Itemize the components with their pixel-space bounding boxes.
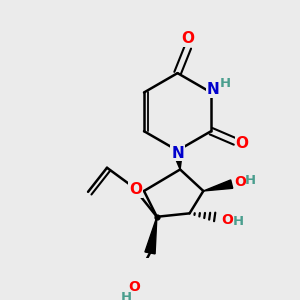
Text: H: H: [233, 215, 244, 228]
Text: N: N: [206, 82, 219, 98]
Text: O: O: [236, 136, 248, 151]
Text: O: O: [129, 280, 140, 294]
Text: H: H: [245, 174, 256, 187]
Text: O: O: [182, 31, 194, 46]
Text: O: O: [221, 213, 233, 227]
Polygon shape: [203, 180, 233, 191]
Polygon shape: [172, 150, 183, 169]
Text: H: H: [219, 77, 230, 90]
Text: H: H: [121, 291, 132, 300]
Text: N: N: [171, 146, 184, 160]
Text: O: O: [129, 182, 142, 197]
Text: O: O: [234, 176, 246, 189]
Polygon shape: [145, 217, 157, 254]
